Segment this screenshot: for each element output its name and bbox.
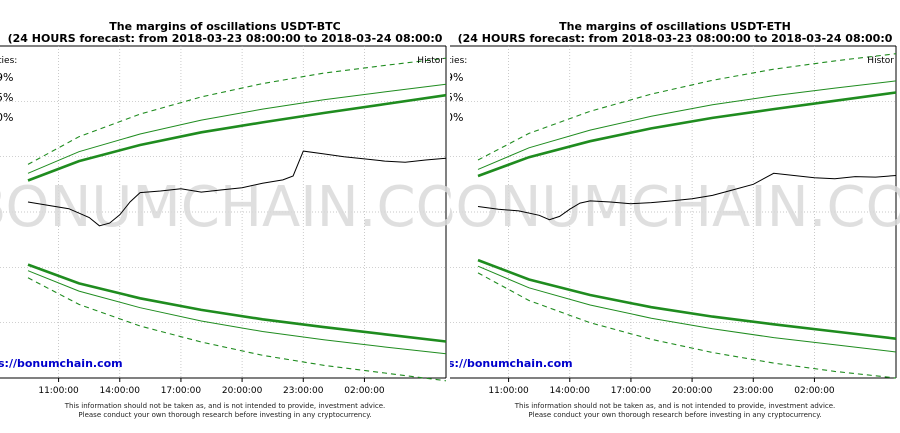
chart-subtitle: (24 HOURS forecast: from 2018-03-23 08:0… xyxy=(457,32,893,45)
x-tick-label: 11:00:00 xyxy=(488,386,529,396)
legend-title: ties: xyxy=(450,56,467,66)
legend-title-right: Histor xyxy=(417,56,444,66)
x-tick-label: 17:00:00 xyxy=(611,386,652,396)
legend-entry: 5% xyxy=(450,91,463,104)
chart-title: The margins of oscillations USDT-BTC xyxy=(109,20,341,33)
disclaimer: This information should not be taken as,… xyxy=(0,402,450,420)
x-tick-label: 20:00:00 xyxy=(672,386,713,396)
x-tick-label: 20:00:00 xyxy=(222,386,263,396)
disclaimer-line-2: Please conduct your own thorough researc… xyxy=(78,411,372,419)
legend-entry: 9% xyxy=(0,71,13,84)
watermark: BONUMCHAIN.COM xyxy=(0,175,450,240)
chart-plot: 11:00:00 14:00:00 17:00:00 20:00:00 23:00:00… xyxy=(0,45,450,396)
band-line-upper-outer xyxy=(27,57,447,165)
chart-panel-btc: The margins of oscillations USDT-BTC (24… xyxy=(0,20,450,420)
price-series-line xyxy=(477,172,897,221)
x-tick-label: 23:00:00 xyxy=(283,386,324,396)
legend-title: ties: xyxy=(0,56,17,66)
price-series-line xyxy=(27,150,447,227)
x-tick-label: 17:00:00 xyxy=(161,386,202,396)
chart-title: The margins of oscillations USDT-ETH xyxy=(559,20,791,33)
band-line-upper-mid xyxy=(27,83,447,174)
x-tick-label: 14:00:00 xyxy=(100,386,141,396)
site-url-label: s://bonumchain.com xyxy=(450,357,573,370)
band-line-upper-mid xyxy=(477,80,897,170)
band-line-lower-inner xyxy=(477,258,897,340)
band-line-lower-outer xyxy=(27,277,447,382)
x-tick-label: 11:00:00 xyxy=(38,386,79,396)
band-line-upper-inner xyxy=(27,93,447,182)
disclaimer-line-1: This information should not be taken as,… xyxy=(64,402,386,410)
chart-subtitle: (24 HOURS forecast: from 2018-03-23 08:0… xyxy=(7,32,443,45)
legend-entry: 9% xyxy=(450,71,463,84)
legend-entry: 5% xyxy=(0,91,13,104)
chart-panel-eth: The margins of oscillations USDT-ETH (24… xyxy=(450,0,900,433)
band-line-upper-outer xyxy=(477,53,897,161)
watermark: BONUMCHAIN.COM xyxy=(450,175,900,240)
x-tick-label: 14:00:00 xyxy=(550,386,591,396)
chart-plot: 11:00:00 14:00:00 17:00:00 20:00:00 23:00:00… xyxy=(450,45,900,396)
legend-entry: 0% xyxy=(450,111,463,124)
x-tick-label: 23:00:00 xyxy=(733,386,774,396)
disclaimer-line-2: Please conduct your own thorough researc… xyxy=(528,411,822,419)
legend-title-right: Histor xyxy=(867,56,894,66)
disclaimer-line-1: This information should not be taken as,… xyxy=(514,402,836,410)
disclaimer: This information should not be taken as,… xyxy=(450,402,900,420)
legend-entry: 0% xyxy=(0,111,13,124)
band-line-lower-mid xyxy=(477,265,897,353)
band-line-lower-mid xyxy=(27,270,447,355)
band-line-lower-inner xyxy=(27,263,447,343)
site-url-label: s://bonumchain.com xyxy=(0,357,123,370)
x-tick-label: 02:00:00 xyxy=(794,386,835,396)
band-line-lower-outer xyxy=(477,272,897,379)
band-line-upper-inner xyxy=(477,91,897,178)
x-tick-label: 02:00:00 xyxy=(344,386,385,396)
